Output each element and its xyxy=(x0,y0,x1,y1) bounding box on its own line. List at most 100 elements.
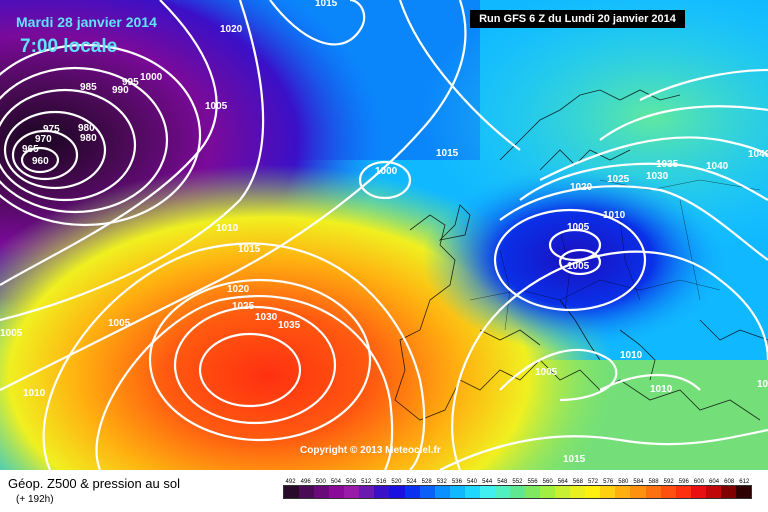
legend-swatch xyxy=(615,486,631,498)
color-legend: 492 496 500 504 508 512 516 520 524 528 532 536 540 5… xyxy=(283,479,752,499)
legend-swatch xyxy=(570,486,586,498)
legend-swatch xyxy=(449,486,465,498)
legend-tick-label: 612 xyxy=(739,479,750,485)
legend-tick-label: 524 xyxy=(406,479,417,485)
legend-tick-label: 500 xyxy=(315,479,326,485)
isobar-label: 1000 xyxy=(140,72,163,83)
isobar-label: 1015 xyxy=(436,148,459,159)
isobar-label: 1030 xyxy=(255,312,278,323)
legend-swatch xyxy=(735,486,751,498)
legend-swatch xyxy=(419,486,435,498)
legend-tick-label: 544 xyxy=(482,479,493,485)
model-run-label: Run GFS 6 Z du Lundi 20 janvier 2014 xyxy=(470,10,685,28)
isobar-label: 1015 xyxy=(315,0,338,9)
isobar-label: 1005 xyxy=(108,318,131,329)
legend-swatch xyxy=(329,486,345,498)
legend-tick-label: 508 xyxy=(346,479,357,485)
isobar-label: 1005 xyxy=(567,222,590,233)
isobar-label: 1015 xyxy=(563,454,586,465)
low-europe-field xyxy=(0,0,768,470)
forecast-date: Mardi 28 janvier 2014 xyxy=(16,14,157,30)
legend-ticks: 492 496 500 504 508 512 516 520 524 528 532 536 540 5… xyxy=(283,479,752,485)
isobars xyxy=(0,0,768,470)
legend-swatch xyxy=(555,486,571,498)
legend-tick-label: 548 xyxy=(497,479,508,485)
isobar-label: 1020 xyxy=(570,182,593,193)
isobar-label: 1040 xyxy=(706,161,729,172)
legend-tick-label: 532 xyxy=(436,479,447,485)
legend-tick-label: 564 xyxy=(557,479,568,485)
isobar-label: 1000 xyxy=(375,166,398,177)
copyright-notice: Copyright © 2013 Meteociel.fr xyxy=(300,445,441,456)
legend-tick-label: 556 xyxy=(527,479,538,485)
legend-tick-label: 560 xyxy=(542,479,553,485)
legend-swatch xyxy=(540,486,556,498)
isobar-label: 1005 xyxy=(535,367,558,378)
isobar-label: 1005 xyxy=(757,379,768,390)
legend-swatch xyxy=(344,486,360,498)
legend-tick-label: 520 xyxy=(391,479,402,485)
isobar-label: 1025 xyxy=(607,174,630,185)
isobar-labels: 985 990 995 1000 975 980 980 970 965 960… xyxy=(0,0,768,465)
legend-swatch xyxy=(600,486,616,498)
isobar-label: 995 xyxy=(122,77,139,88)
legend-tick-label: 576 xyxy=(603,479,614,485)
map-title: Géop. Z500 & pression au sol xyxy=(8,476,180,491)
legend-swatch xyxy=(434,486,450,498)
isobar-label: 990 xyxy=(112,85,129,96)
legend-tick-label: 512 xyxy=(361,479,372,485)
forecast-range: (+ 192h) xyxy=(16,494,54,505)
isobar-label: 1005 xyxy=(567,261,590,272)
legend-swatch xyxy=(690,486,706,498)
legend-swatch xyxy=(675,486,691,498)
legend-swatch xyxy=(359,486,375,498)
isobar-label: 975 xyxy=(43,124,60,135)
legend-tick-label: 600 xyxy=(693,479,704,485)
legend-bar xyxy=(283,485,752,499)
isobar-label: 960 xyxy=(32,156,49,167)
isobar-label: 1005 xyxy=(0,328,23,339)
isobar-label: 1010 xyxy=(603,210,626,221)
isobar-label: 1015 xyxy=(238,244,261,255)
isobar-label: 980 xyxy=(78,123,95,134)
legend-tick-label: 572 xyxy=(588,479,599,485)
legend-tick-label: 604 xyxy=(709,479,720,485)
legend-tick-label: 528 xyxy=(421,479,432,485)
legend-tick-label: 588 xyxy=(648,479,659,485)
legend-tick-label: 608 xyxy=(724,479,735,485)
isobar-label: 1010 xyxy=(23,388,46,399)
legend-swatch xyxy=(479,486,495,498)
legend-swatch xyxy=(389,486,405,498)
legend-swatch xyxy=(525,486,541,498)
map-footer: Géop. Z500 & pression au sol (+ 192h) 49… xyxy=(0,470,768,512)
isobar-label: 985 xyxy=(80,82,97,93)
legend-swatch xyxy=(299,486,315,498)
legend-tick-label: 504 xyxy=(330,479,341,485)
legend-swatch xyxy=(705,486,721,498)
isobar-label: 1035 xyxy=(278,320,301,331)
legend-tick-label: 580 xyxy=(618,479,629,485)
isobar-label: 1020 xyxy=(227,284,250,295)
forecast-time: 7:00 locale xyxy=(20,36,118,57)
legend-tick-label: 492 xyxy=(285,479,296,485)
isobar-label: 970 xyxy=(35,134,52,145)
legend-tick-label: 516 xyxy=(376,479,387,485)
legend-swatch xyxy=(314,486,330,498)
legend-tick-label: 584 xyxy=(633,479,644,485)
legend-swatch xyxy=(509,486,525,498)
isobar-label: 965 xyxy=(22,144,39,155)
legend-swatch xyxy=(645,486,661,498)
legend-swatch xyxy=(630,486,646,498)
isobar-label: 980 xyxy=(80,133,97,144)
isobar-label: 1025 xyxy=(232,301,255,312)
legend-tick-label: 496 xyxy=(300,479,311,485)
isobar-label: 1010 xyxy=(650,384,673,395)
isobar-label: 1010 xyxy=(620,350,643,361)
isobar-label: 1020 xyxy=(220,24,243,35)
legend-tick-label: 568 xyxy=(572,479,583,485)
legend-swatch xyxy=(374,486,390,498)
legend-tick-label: 540 xyxy=(467,479,478,485)
borders xyxy=(469,179,761,331)
legend-swatch xyxy=(284,486,300,498)
